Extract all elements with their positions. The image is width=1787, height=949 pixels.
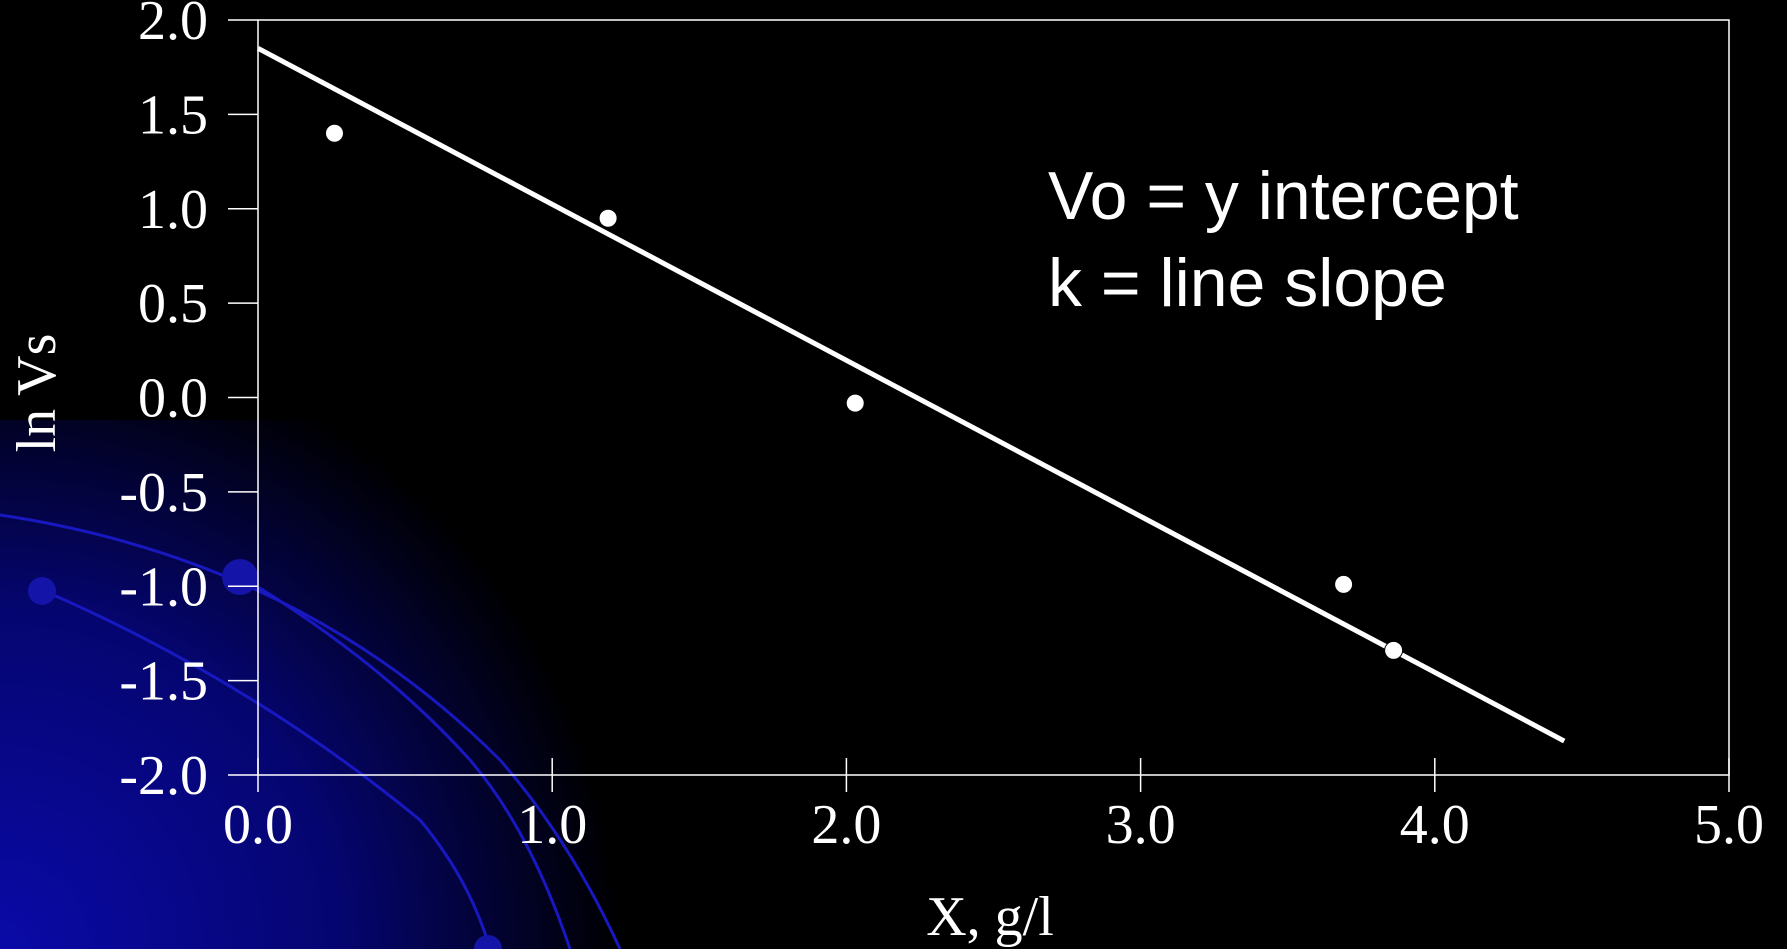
decor-arc xyxy=(239,574,572,949)
x-tick-label: 3.0 xyxy=(1106,794,1176,856)
point xyxy=(598,208,618,228)
x-tick-label: 4.0 xyxy=(1400,794,1470,856)
x-tick-label: 0.0 xyxy=(223,794,293,856)
x-axis-title: X, g/l xyxy=(926,886,1054,948)
decor-dot xyxy=(474,935,502,949)
y-tick-label: 2.0 xyxy=(138,0,208,52)
y-tick-label: -1.0 xyxy=(119,556,208,618)
y-axis-title: ln Vs xyxy=(6,334,68,453)
decor-dot xyxy=(28,577,56,605)
background-glow xyxy=(0,420,700,949)
fit-line xyxy=(256,46,1566,744)
y-tick-label: -2.0 xyxy=(119,745,208,807)
decor-arc xyxy=(0,513,622,949)
x-tick-label: 2.0 xyxy=(811,794,881,856)
annotation: Vo = y intercept xyxy=(1048,158,1519,234)
decor-dot xyxy=(222,559,258,595)
x-tick-label: 5.0 xyxy=(1694,794,1764,856)
y-tick-label: 1.0 xyxy=(138,179,208,241)
point xyxy=(845,393,865,413)
point xyxy=(1384,640,1404,660)
y-tick-label: -1.5 xyxy=(119,651,208,713)
y-tick-label: 0.5 xyxy=(138,273,208,335)
y-tick-label: 0.0 xyxy=(138,368,208,430)
y-tick-label: 1.5 xyxy=(138,84,208,146)
annotation: k = line slope xyxy=(1048,245,1447,321)
x-tick-label: 1.0 xyxy=(517,794,587,856)
point xyxy=(1334,574,1354,594)
point xyxy=(324,123,344,143)
y-tick-label: -0.5 xyxy=(119,462,208,524)
decor-arc xyxy=(41,588,492,949)
